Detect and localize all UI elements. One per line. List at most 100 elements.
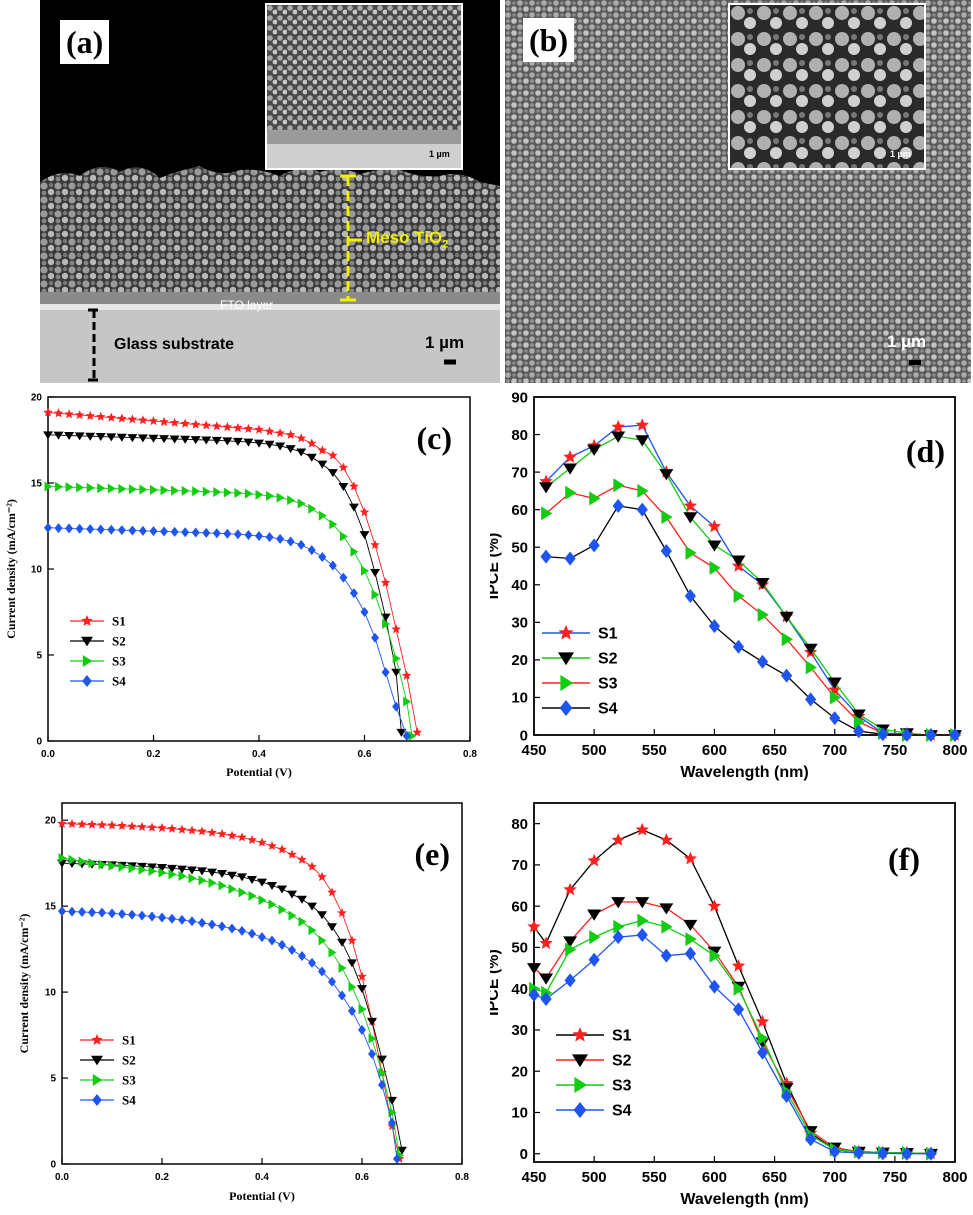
- data-point-s3: [637, 483, 649, 498]
- data-point-s1: [707, 519, 722, 533]
- y-tick-label: 80: [511, 427, 528, 444]
- x-tick-label: 650: [762, 1169, 787, 1186]
- y-tick-label: 10: [511, 1105, 528, 1122]
- data-point-s1: [64, 409, 74, 419]
- data-point-s1: [317, 871, 327, 881]
- sem-inset-a: 1 µm: [265, 3, 463, 170]
- data-point-s4: [191, 527, 200, 538]
- data-point-s4: [756, 1045, 769, 1060]
- series-line-s2: [61, 862, 403, 1151]
- legend-marker: [558, 652, 574, 666]
- x-axis-label: Wavelength (nm): [680, 1191, 808, 1208]
- data-point-s3: [287, 495, 296, 506]
- data-point-s3: [613, 919, 625, 934]
- data-point-s1: [683, 498, 697, 512]
- data-point-s2: [370, 568, 381, 577]
- y-axis-label: Current density (mA/cm⁻²): [4, 499, 18, 639]
- y-axis-label: IPCE (%): [490, 949, 502, 1016]
- data-point-s1: [275, 428, 285, 438]
- scale-bar-label-a: 1 µm: [425, 333, 465, 352]
- data-point-s4: [297, 539, 306, 550]
- data-point-s3: [118, 861, 127, 872]
- data-point-s1: [180, 418, 190, 428]
- data-point-s1: [635, 822, 649, 836]
- data-point-s3: [160, 485, 169, 496]
- data-point-s4: [660, 543, 672, 558]
- data-point-s4: [86, 524, 95, 535]
- data-point-s4: [612, 930, 624, 945]
- data-point-s4: [212, 528, 221, 539]
- data-point-s4: [829, 1144, 841, 1159]
- data-point-s4: [949, 728, 961, 742]
- data-point-s2: [683, 919, 698, 932]
- data-point-s4: [901, 1146, 913, 1161]
- data-point-s3: [329, 519, 338, 530]
- data-point-s2: [201, 436, 212, 445]
- data-point-s4: [318, 551, 327, 562]
- x-tick-label: 550: [642, 1169, 667, 1186]
- data-point-s1: [169, 417, 180, 427]
- data-point-s3: [192, 486, 201, 497]
- data-point-s1: [683, 851, 697, 865]
- legend-label: S2: [598, 651, 618, 668]
- data-point-s4: [756, 654, 769, 669]
- chart-e-jv-curves: 0.0 0.2 0.4 0.6 0.8 0 5 10 15 20 Potential (V) Curr…: [17, 802, 469, 1203]
- data-point-s4: [901, 728, 913, 742]
- data-point-s2: [232, 437, 243, 446]
- data-point-s3: [733, 981, 745, 996]
- x-tick-label: 0.0: [55, 1172, 69, 1183]
- plot-frame: [533, 396, 956, 736]
- data-point-s3: [76, 482, 85, 493]
- data-point-s2: [237, 873, 247, 882]
- meso-thickness-marker: [88, 174, 456, 382]
- data-point-s4: [248, 928, 256, 939]
- data-point-s3: [208, 877, 217, 888]
- data-point-s2: [297, 895, 307, 904]
- legend-marker: [572, 1054, 588, 1068]
- data-point-s3: [829, 690, 842, 705]
- data-point-s4: [107, 524, 116, 535]
- data-point-s1: [212, 421, 222, 431]
- data-point-s4: [228, 923, 236, 934]
- data-point-s4: [925, 1146, 937, 1161]
- x-axis-label: Potential (V): [226, 765, 292, 779]
- legend-label: S2: [112, 634, 126, 649]
- data-point-s2: [380, 613, 391, 622]
- data-point-s1: [207, 827, 217, 837]
- series-line-s2: [47, 434, 402, 733]
- data-point-s2: [74, 432, 85, 441]
- data-point-s3: [358, 1004, 367, 1015]
- data-point-s4: [564, 551, 576, 566]
- data-point-s4: [170, 526, 179, 537]
- y-tick-label: 20: [511, 652, 528, 669]
- data-point-s3: [805, 660, 817, 675]
- data-point-s2: [391, 668, 402, 677]
- data-point-s2: [167, 864, 177, 873]
- data-point-s4: [68, 906, 76, 917]
- data-point-s4: [328, 976, 336, 987]
- data-point-s2: [587, 909, 602, 921]
- data-point-s4: [308, 957, 316, 968]
- data-point-s3: [188, 873, 197, 884]
- x-tick-label: 600: [702, 1169, 727, 1186]
- data-point-s1: [563, 450, 577, 463]
- data-point-s3: [328, 947, 337, 958]
- legend-label: S4: [112, 674, 126, 689]
- data-point-s3: [853, 714, 866, 729]
- data-point-s4: [358, 1024, 366, 1035]
- chart-f-ipce-spectra: 450 500 550 600 650 700 750 800 0 10 20 30 40 50 60 70 8…: [490, 802, 968, 1208]
- data-point-s2: [827, 677, 842, 689]
- data-point-s1: [563, 882, 577, 896]
- data-point-s2: [347, 959, 357, 968]
- data-point-s4: [328, 560, 337, 571]
- legend-marker: [81, 636, 93, 647]
- data-point-s3: [382, 619, 391, 630]
- data-point-s1: [57, 818, 67, 828]
- data-point-s4: [278, 939, 286, 950]
- legend-marker: [558, 625, 574, 640]
- data-point-s4: [781, 1088, 793, 1103]
- legend-label: S1: [612, 1028, 632, 1045]
- sem-inset-image-a: [267, 5, 461, 168]
- data-point-s4: [732, 639, 745, 654]
- data-point-s1: [611, 833, 625, 846]
